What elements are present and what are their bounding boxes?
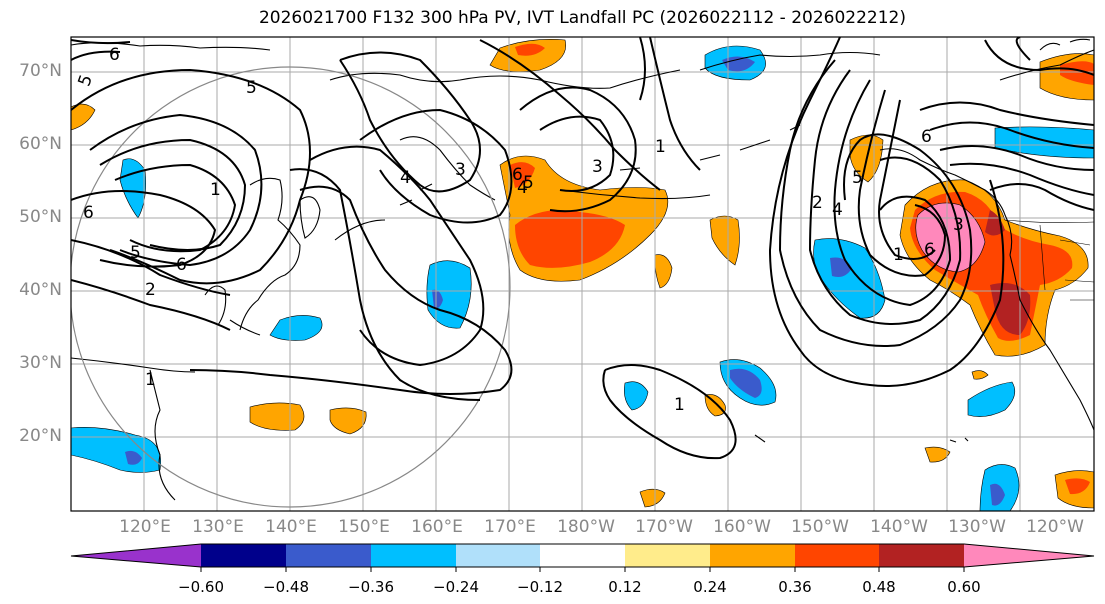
lon-label: 150°E bbox=[338, 517, 390, 537]
graticule bbox=[71, 37, 1094, 511]
plot-frame bbox=[70, 36, 1095, 512]
colorbar-tick-label: −0.48 bbox=[263, 578, 309, 596]
colorbar-segment bbox=[540, 544, 625, 567]
colorbar bbox=[70, 543, 1095, 572]
contour-label: 1 bbox=[893, 245, 904, 265]
colorbar-extend-high bbox=[964, 544, 1094, 567]
colorbar-tick-label: −0.36 bbox=[348, 578, 394, 596]
lon-label: 170°W bbox=[635, 517, 693, 537]
colorbar-extend-low bbox=[71, 544, 201, 567]
colorbar-segment bbox=[456, 544, 540, 567]
shade-warm-region bbox=[1065, 478, 1090, 495]
contour-label: 2 bbox=[145, 280, 156, 300]
shade-warm-region bbox=[985, 210, 1005, 236]
contour-label: 5 bbox=[523, 173, 534, 193]
lat-label: 50°N bbox=[19, 207, 62, 227]
contour-label: 3 bbox=[592, 157, 603, 177]
coastlines bbox=[71, 38, 1094, 501]
shade-cool-region bbox=[432, 289, 443, 309]
colorbar-tick-label: 0.60 bbox=[947, 578, 981, 596]
shade-warm-region bbox=[654, 254, 673, 289]
colorbar-segment bbox=[286, 544, 371, 567]
lat-label: 30°N bbox=[19, 353, 62, 373]
contour-label: 1 bbox=[145, 370, 156, 390]
lon-label: 140°E bbox=[265, 517, 317, 537]
colorbar-segment bbox=[710, 544, 795, 567]
colorbar-segment bbox=[879, 544, 964, 567]
contour-label: 1 bbox=[210, 180, 221, 200]
map-title: 2026021700 F132 300 hPa PV, IVT Landfall… bbox=[258, 8, 906, 28]
shade-cool-region bbox=[426, 260, 472, 329]
colorbar-tick-label: 0.24 bbox=[693, 578, 727, 596]
shade-warm-region bbox=[971, 370, 989, 380]
lon-label: 150°W bbox=[791, 517, 849, 537]
lat-label: 60°N bbox=[19, 134, 62, 154]
lon-label: 130°E bbox=[192, 517, 244, 537]
political-borders bbox=[1004, 219, 1094, 301]
colorbar-segment bbox=[201, 544, 286, 567]
lon-label: 160°E bbox=[411, 517, 463, 537]
shade-warm-region bbox=[249, 402, 305, 431]
contour-label: 6 bbox=[176, 255, 187, 275]
shade-warm-region bbox=[515, 210, 625, 268]
shade-warm-region bbox=[709, 215, 740, 266]
contour-label: 5 bbox=[852, 168, 863, 188]
shade-warm-region bbox=[639, 488, 666, 508]
lon-label: 130°W bbox=[948, 517, 1006, 537]
contour-label: 6 bbox=[109, 45, 120, 65]
colorbar-tick-label: 0.12 bbox=[608, 578, 642, 596]
contour-label: 5 bbox=[130, 243, 141, 263]
contour-label: 4 bbox=[517, 178, 528, 198]
colorbar-segment bbox=[625, 544, 710, 567]
contour-label: 4 bbox=[400, 168, 411, 188]
contour-label: 4 bbox=[832, 200, 843, 220]
shade-warm-region bbox=[329, 407, 367, 435]
lat-label: 20°N bbox=[19, 426, 62, 446]
lon-label: 160°W bbox=[713, 517, 771, 537]
lat-label: 40°N bbox=[19, 280, 62, 300]
shade-cool-region bbox=[722, 56, 755, 72]
contour-label: 3 bbox=[455, 160, 466, 180]
shade-cool-region bbox=[730, 368, 762, 398]
plot-area: 6 5 5 6 6 5 4 3 4 5 6 3 1 1 2 4 5 6 6 3 … bbox=[71, 37, 1094, 511]
colorbar-tick-label: 0.48 bbox=[862, 578, 896, 596]
contour-label: 1 bbox=[655, 137, 666, 157]
colorbar-segment bbox=[371, 544, 456, 567]
contour-label: 6 bbox=[924, 240, 935, 260]
lon-label: 140°W bbox=[870, 517, 928, 537]
contour-label: 2 bbox=[812, 193, 823, 213]
lon-label: 120°E bbox=[119, 517, 171, 537]
colorbar-tick-label: 0.36 bbox=[778, 578, 812, 596]
contour-label: 1 bbox=[674, 395, 685, 415]
contour-label: 5 bbox=[246, 78, 257, 98]
contour-labels: 6 5 5 6 6 5 4 3 4 5 6 3 1 1 2 4 5 6 6 3 … bbox=[75, 45, 964, 415]
shade-warm-region bbox=[510, 162, 535, 188]
lat-label: 70°N bbox=[19, 61, 62, 81]
contour-label: 3 bbox=[953, 215, 964, 235]
lon-label: 120°W bbox=[1026, 517, 1084, 537]
pv-contours bbox=[71, 37, 1094, 460]
colorbar-tick-label: −0.24 bbox=[433, 578, 479, 596]
shade-cool-region bbox=[125, 450, 142, 465]
shade-cool-region bbox=[990, 483, 1005, 506]
contour-label: 6 bbox=[512, 165, 523, 185]
shade-cool-region bbox=[269, 315, 323, 341]
lon-label: 170°E bbox=[484, 517, 536, 537]
colorbar-segment bbox=[795, 544, 879, 567]
shade-warm-region bbox=[1060, 61, 1094, 85]
colorbar-tick-label: −0.60 bbox=[178, 578, 224, 596]
shade-cool-region bbox=[967, 381, 1016, 417]
contour-label: 6 bbox=[83, 203, 94, 223]
shade-warm-region bbox=[515, 43, 545, 56]
reference-circle bbox=[71, 66, 511, 508]
lon-label: 180°W bbox=[557, 517, 615, 537]
shade-cool-region bbox=[624, 381, 649, 411]
shade-warm-region bbox=[924, 446, 951, 463]
colorbar-tick-label: −0.12 bbox=[517, 578, 563, 596]
contour-label: 6 bbox=[921, 127, 932, 147]
